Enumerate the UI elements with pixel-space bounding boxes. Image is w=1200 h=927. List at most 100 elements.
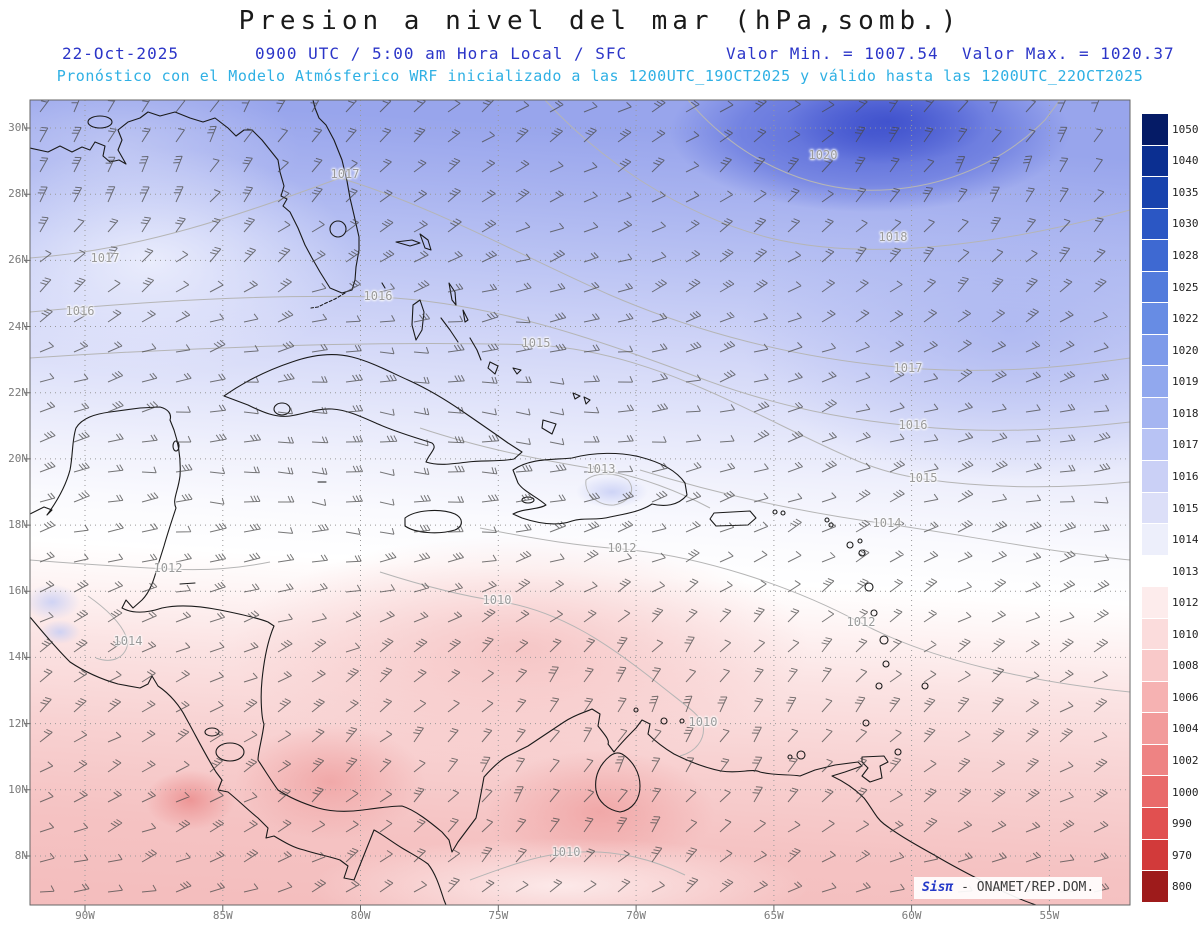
colorbar-segment — [1142, 808, 1168, 840]
lat-axis-label: 22N — [8, 385, 28, 399]
contour-value-label: 1016 — [898, 418, 928, 432]
colorbar-value-label: 1013 — [1172, 564, 1199, 578]
colorbar-segment — [1142, 334, 1168, 367]
colorbar-value-label: 1028 — [1172, 249, 1199, 263]
colorbar-value-label: 970 — [1172, 848, 1192, 862]
contour-value-label: 1010 — [551, 845, 581, 859]
colorbar-segment — [1142, 397, 1168, 430]
watermark: Sisπ - ONAMET/REP.DOM. — [914, 877, 1103, 899]
lon-axis-label: 60W — [901, 909, 922, 922]
lon-axis-label: 75W — [488, 909, 509, 922]
colorbar-value-label: 1006 — [1172, 690, 1199, 704]
colorbar-segment — [1142, 871, 1168, 903]
lat-axis-label: 8N — [14, 848, 28, 862]
lat-axis-label: 26N — [8, 253, 28, 267]
lon-axis-label: 65W — [763, 909, 784, 922]
model-info-line: Pronóstico con el Modelo Atmósferico WRF… — [56, 67, 1144, 85]
colorbar-value-label: 1040 — [1172, 154, 1199, 168]
colorbar-value-label: 1016 — [1172, 469, 1199, 483]
colorbar-value-label: 1002 — [1172, 753, 1199, 767]
colorbar-segment — [1142, 177, 1168, 209]
contour-value-label: 1014 — [872, 516, 902, 530]
watermark-brand: Sisπ — [922, 880, 954, 895]
lat-axis-label: 20N — [8, 451, 28, 465]
lat-axis-label: 12N — [8, 716, 28, 730]
pressure-contours-layer — [30, 100, 1130, 881]
colorbar-segment — [1142, 776, 1168, 809]
lat-axis-label: 28N — [8, 187, 28, 201]
colorbar-value-label: 1020 — [1172, 343, 1199, 357]
colorbar-segment — [1142, 271, 1168, 304]
colorbar-segment — [1142, 681, 1168, 714]
latlon-grid-layer — [30, 100, 1130, 905]
colorbar-value-label: 1015 — [1172, 501, 1199, 515]
lat-axis-label: 18N — [8, 518, 28, 532]
colorbar-segment — [1142, 461, 1168, 493]
colorbar-value-label: 1004 — [1172, 722, 1199, 736]
contour-value-label: 1012 — [607, 541, 637, 555]
contour-value-label: 1016 — [363, 289, 393, 303]
colorbar-segment — [1142, 713, 1168, 745]
contour-value-label: 1010 — [688, 715, 718, 729]
contour-value-label: 1017 — [893, 361, 923, 375]
colorbar-segment — [1142, 524, 1168, 556]
colorbar-segment — [1142, 240, 1168, 272]
colorbar-value-label: 1000 — [1172, 785, 1199, 799]
colorbar-value-label: 1017 — [1172, 438, 1199, 452]
forecast-date: 22-Oct-2025 — [62, 44, 179, 63]
colorbar-segment — [1142, 145, 1168, 178]
colorbar-value-label: 1019 — [1172, 375, 1199, 389]
colorbar-value-label: 1018 — [1172, 406, 1199, 420]
colorbar-segment — [1142, 744, 1168, 777]
min-value-label: Valor Min. = 1007.54 — [726, 44, 939, 63]
colorbar-segment — [1142, 429, 1168, 462]
lon-axis-label: 80W — [350, 909, 371, 922]
colorbar-segment — [1142, 492, 1168, 525]
pressure-shading-layer — [30, 100, 1130, 905]
colorbar-value-label: 990 — [1172, 817, 1192, 831]
coastlines-layer — [30, 100, 1037, 905]
contour-value-label: 1012 — [846, 615, 876, 629]
contour-value-label: 1010 — [482, 593, 512, 607]
max-value-label: Valor Max. = 1020.37 — [962, 44, 1175, 63]
contour-value-label: 1016 — [65, 304, 95, 318]
contour-value-label: 1012 — [153, 561, 183, 575]
colorbar-segment — [1142, 366, 1168, 398]
colorbar-value-label: 1010 — [1172, 627, 1199, 641]
colorbar-value-label: 1014 — [1172, 533, 1199, 547]
colorbar-segment — [1142, 555, 1168, 588]
contour-value-label: 1015 — [908, 471, 938, 485]
colorbar-value-label: 1008 — [1172, 659, 1199, 673]
contour-value-label: 1020 — [808, 148, 838, 162]
colorbar-value-label: 1025 — [1172, 280, 1199, 294]
colorbar-segment — [1142, 650, 1168, 682]
forecast-time: 0900 UTC / 5:00 am Hora Local / SFC — [255, 44, 628, 63]
contour-value-label: 1014 — [113, 634, 143, 648]
lat-axis-label: 24N — [8, 319, 28, 333]
map-frame — [29, 99, 1131, 906]
lon-axis-label: 90W — [75, 909, 95, 922]
lon-axis-label: 85W — [212, 909, 233, 922]
lat-axis-label: 14N — [8, 650, 28, 664]
colorbar-value-label: 1012 — [1172, 596, 1199, 610]
wind-barbs-layer — [37, 100, 1111, 893]
contour-value-label: 1017 — [330, 167, 360, 181]
colorbar-segment — [1142, 114, 1168, 146]
lat-axis-label: 16N — [8, 584, 28, 598]
page-title: Presion a nivel del mar (hPa,somb.) — [238, 6, 962, 36]
colorbar-segment — [1142, 303, 1168, 335]
pressure-colorbar — [1142, 114, 1168, 903]
colorbar-segment — [1142, 839, 1168, 872]
contour-value-label: 1018 — [878, 230, 908, 244]
colorbar-segment — [1142, 208, 1168, 241]
contour-value-label: 1013 — [586, 462, 616, 476]
contour-value-label: 1015 — [521, 336, 551, 350]
lon-axis-label: 55W — [1039, 909, 1060, 922]
colorbar-segment — [1142, 587, 1168, 619]
watermark-text: - ONAMET/REP.DOM. — [961, 880, 1095, 895]
lon-axis-label: 70W — [626, 909, 647, 922]
colorbar-value-label: 1030 — [1172, 217, 1199, 231]
grid-dotted-lines — [30, 100, 1130, 905]
lat-axis-label: 10N — [8, 782, 28, 796]
